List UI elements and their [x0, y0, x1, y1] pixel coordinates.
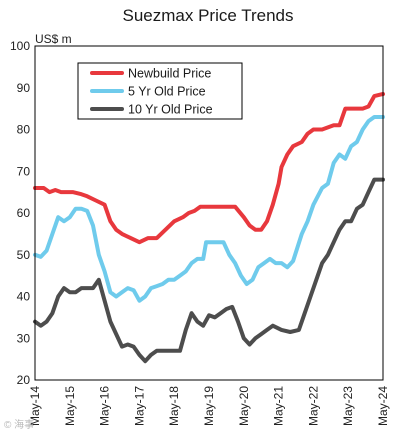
y-tick-label: 50 [17, 248, 31, 262]
y-tick-label: 100 [10, 39, 30, 53]
y-tick-label: 40 [17, 290, 31, 304]
y-tick-label: 70 [17, 164, 31, 178]
legend-label: 5 Yr Old Price [128, 85, 206, 99]
y-axis-label: US$ m [35, 32, 72, 46]
legend-label: 10 Yr Old Price [128, 103, 213, 117]
y-tick-labels: 20 30 40 50 60 70 80 90 100 [10, 39, 30, 387]
x-tick-label: May-24 [376, 386, 390, 426]
x-tick-label: May-15 [63, 386, 77, 426]
y-tick-label: 80 [17, 123, 31, 137]
y-tick-label: 20 [17, 373, 31, 387]
x-tick-label: May-16 [98, 386, 112, 426]
x-tick-labels: May-14 May-15 May-16 May-17 May-18 May-19 May-… [28, 386, 390, 426]
chart-title: Suezmax Price Trends [122, 6, 293, 25]
x-tick-label: May-17 [132, 386, 146, 426]
y-tick-label: 90 [17, 81, 31, 95]
series-line-2 [35, 117, 383, 301]
y-tick-label: 60 [17, 206, 31, 220]
series-layer [35, 94, 383, 361]
watermark-text: © 海事 [4, 418, 34, 431]
x-tick-label: May-20 [237, 386, 251, 426]
legend: Newbuild Price 5 Yr Old Price 10 Yr Old Pr… [78, 63, 242, 119]
x-tick-label: May-23 [341, 386, 355, 426]
legend-label: Newbuild Price [128, 67, 211, 81]
x-tick-label: May-18 [167, 386, 181, 426]
x-tick-label: May-19 [202, 386, 216, 426]
x-tick-label: May-21 [272, 386, 286, 426]
y-tick-label: 30 [17, 331, 31, 345]
x-tick-label: May-22 [306, 386, 320, 426]
